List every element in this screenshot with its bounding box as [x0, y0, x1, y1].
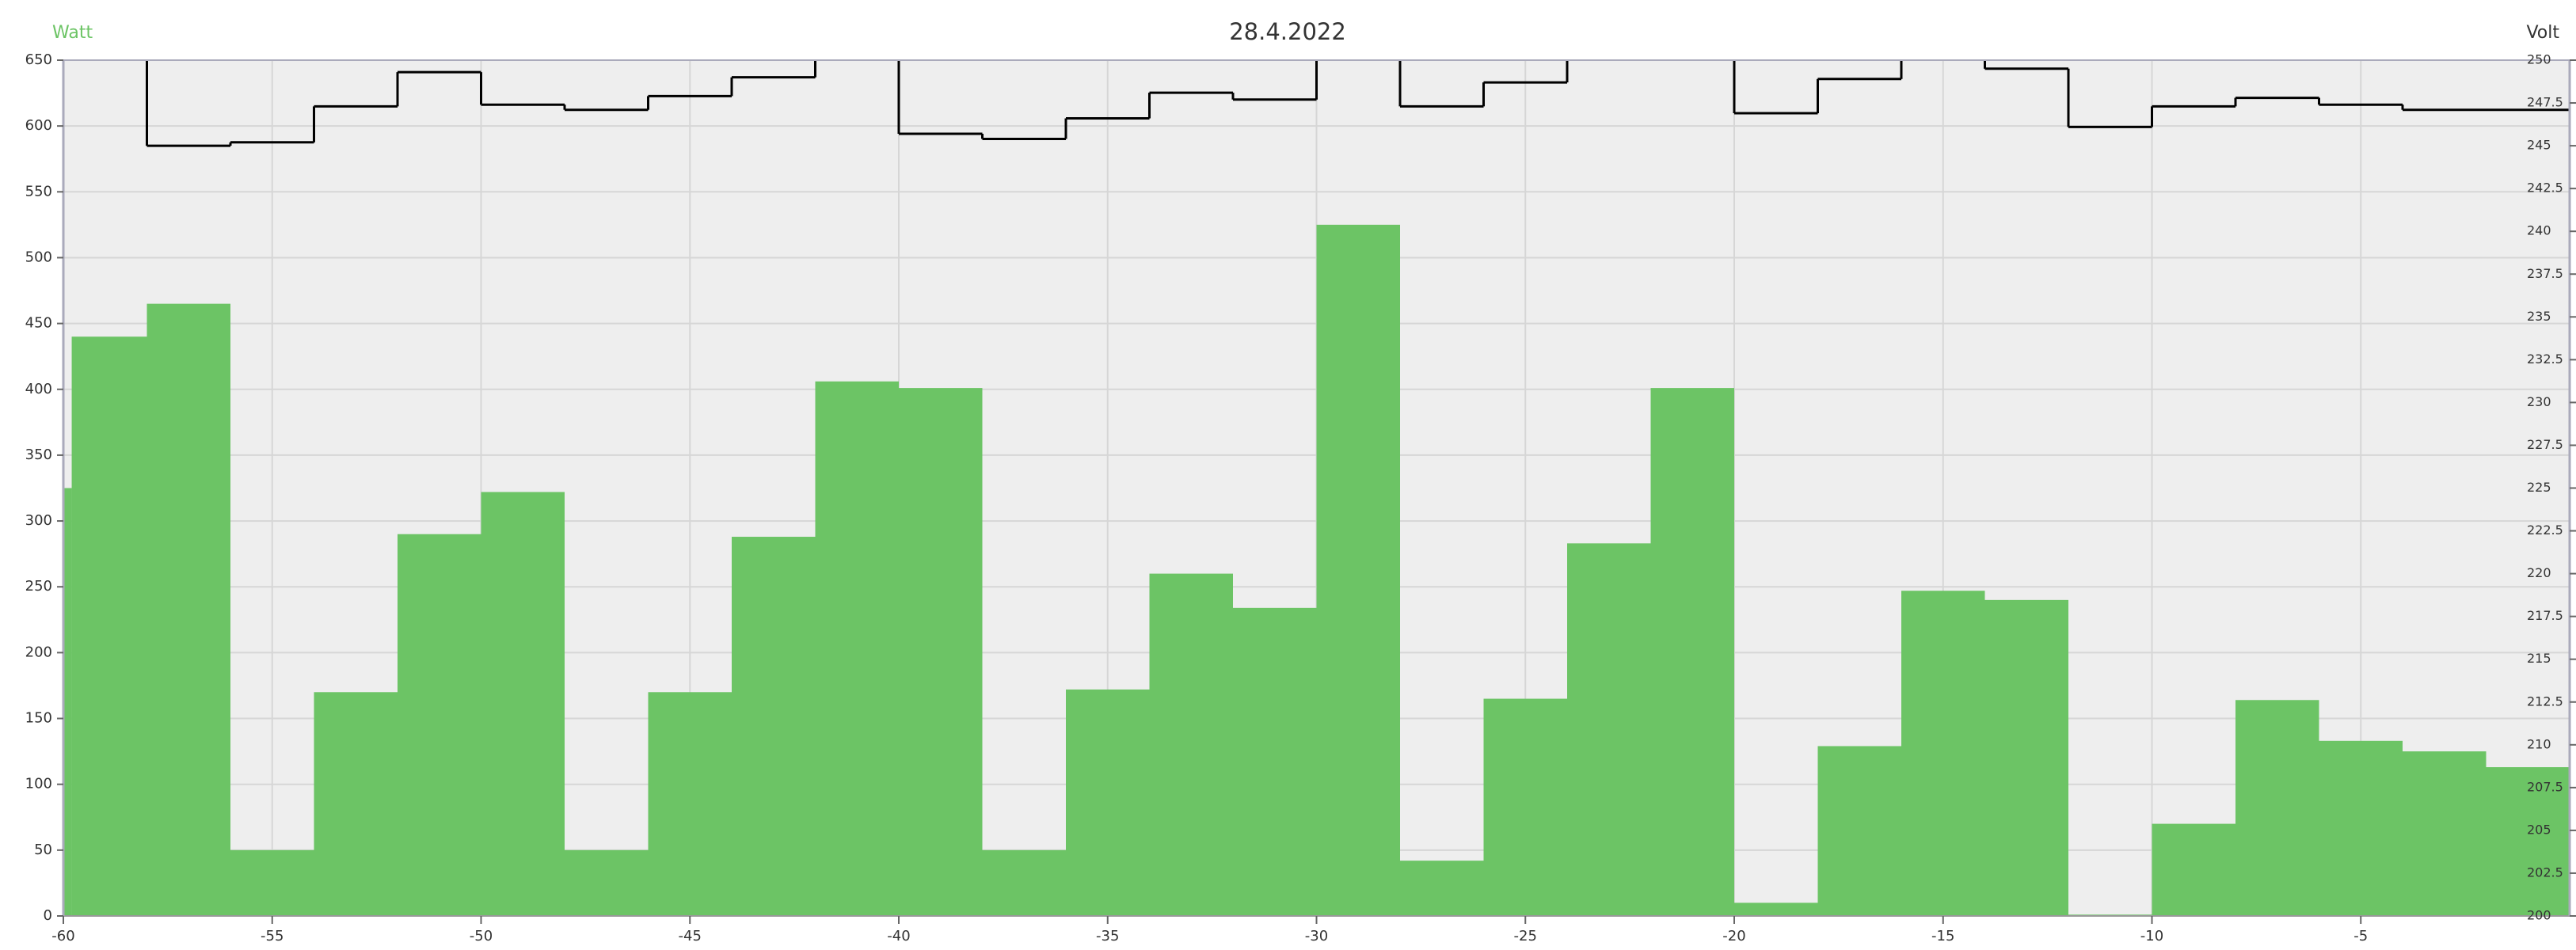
y-tick-label: 550 [25, 183, 52, 200]
y-tick-label: 500 [25, 249, 52, 265]
power-bar [1066, 689, 1150, 916]
y-tick-label: 0 [44, 907, 52, 924]
y2-tick-label: 250 [2527, 52, 2551, 67]
power-bar [815, 381, 899, 916]
y-tick-label: 400 [25, 381, 52, 397]
x-tick-label: -50 [470, 928, 493, 944]
power-bar [1483, 698, 1567, 916]
y-tick-label: 100 [25, 776, 52, 792]
x-tick-label: -40 [887, 928, 910, 944]
power-bar [1567, 543, 1651, 916]
chart-title: 28.4.2022 [1229, 18, 1346, 45]
y-axis-label: Watt [52, 23, 93, 43]
power-bar [1400, 861, 1484, 916]
y-tick-label: 50 [34, 842, 52, 858]
power-bar [1734, 902, 1818, 916]
power-bar [230, 849, 314, 916]
y2-tick-label: 202.5 [2527, 864, 2563, 880]
y-tick-label: 350 [25, 446, 52, 463]
power-bar [481, 492, 565, 916]
plot-group [63, 60, 2570, 916]
x-tick-label: -55 [261, 928, 283, 944]
power-bar [1650, 388, 1734, 916]
power-bar [71, 336, 147, 916]
y2-tick-label: 225 [2527, 480, 2551, 495]
y2-tick-label: 235 [2527, 309, 2551, 324]
y2-tick-label: 245 [2527, 138, 2551, 153]
power-bar [2235, 700, 2319, 916]
power-bar [2403, 751, 2487, 916]
y2-tick-label: 205 [2527, 822, 2551, 837]
y2-tick-label: 222.5 [2527, 522, 2563, 538]
x-tick-label: -25 [1514, 928, 1537, 944]
y2-tick-label: 207.5 [2527, 779, 2563, 794]
power-bar [63, 488, 72, 916]
power-bar [1316, 224, 1400, 916]
y-tick-label: 450 [25, 315, 52, 332]
y2-tick-label: 237.5 [2527, 266, 2563, 281]
power-bar [2319, 740, 2403, 916]
power-bar [314, 692, 398, 916]
y-tick-label: 250 [25, 578, 52, 595]
y-tick-label: 200 [25, 644, 52, 660]
y2-tick-label: 217.5 [2527, 608, 2563, 623]
y2-tick-label: 210 [2527, 736, 2551, 751]
power-bar [1901, 591, 1985, 916]
y2-tick-label: 242.5 [2527, 180, 2563, 196]
power-bar [1817, 746, 1901, 916]
y-tick-label: 600 [25, 117, 52, 134]
y2-tick-label: 200 [2527, 908, 2551, 923]
y2-tick-label: 212.5 [2527, 694, 2563, 709]
y2-tick-label: 247.5 [2527, 95, 2563, 110]
power-bar [1984, 599, 2068, 916]
power-bar [732, 537, 816, 916]
x-tick-label: -45 [679, 928, 702, 944]
power-bar [648, 692, 732, 916]
power-bar [2486, 767, 2570, 916]
y2-tick-label: 240 [2527, 223, 2551, 238]
x-tick-label: -35 [1096, 928, 1119, 944]
y2-tick-label: 232.5 [2527, 352, 2563, 367]
y2-tick-label: 230 [2527, 394, 2551, 409]
power-bar [899, 388, 983, 916]
x-tick-label: -20 [1722, 928, 1745, 944]
power-bar [398, 534, 481, 916]
y2-axis-label: Volt [2526, 23, 2559, 43]
x-tick-label: -10 [2140, 928, 2163, 944]
power-bar [1149, 573, 1233, 916]
x-tick-label: -15 [1931, 928, 1954, 944]
y2-tick-label: 227.5 [2527, 437, 2563, 452]
y2-tick-label: 215 [2527, 651, 2551, 666]
power-bar [1233, 607, 1317, 916]
power-bar [2152, 823, 2235, 916]
y-tick-label: 300 [25, 512, 52, 529]
power-bar [146, 303, 230, 916]
x-tick-label: -5 [2353, 928, 2368, 944]
y2-tick-label: 220 [2527, 565, 2551, 580]
x-tick-label: -60 [51, 928, 74, 944]
y-tick-label: 650 [25, 51, 52, 68]
power-bar [565, 849, 649, 916]
x-tick-label: -30 [1305, 928, 1328, 944]
power-bar [982, 849, 1066, 916]
y-tick-label: 150 [25, 710, 52, 727]
